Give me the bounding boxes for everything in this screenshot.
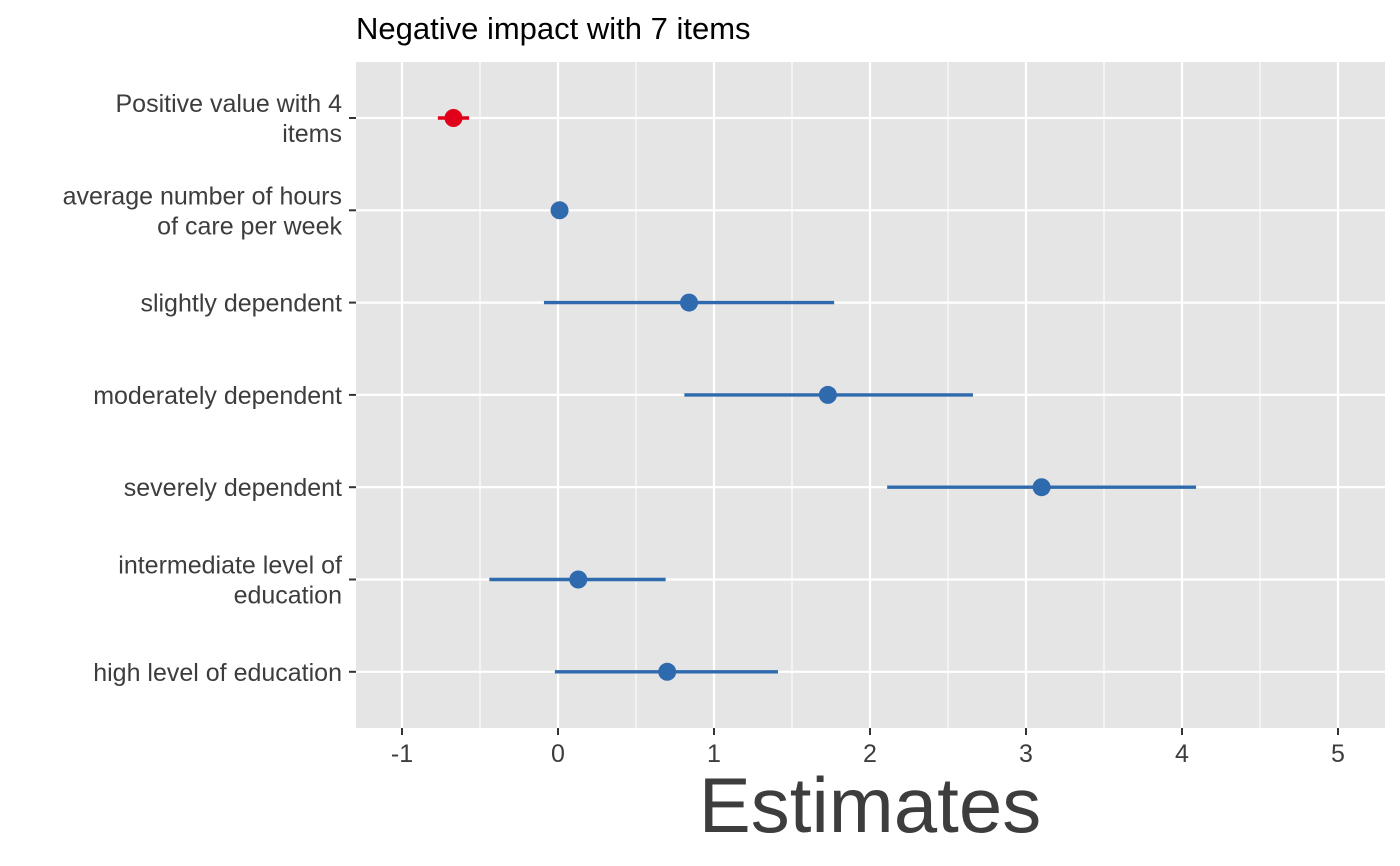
category-label: moderately dependent [93, 382, 342, 410]
estimate-point [680, 293, 699, 312]
estimate-point [550, 201, 569, 220]
x-tick-label: 0 [551, 740, 565, 768]
category-label: intermediate level of education [118, 552, 342, 610]
category-label: slightly dependent [140, 290, 342, 318]
category-label: average number of hours of care per week [63, 182, 343, 240]
category-label: high level of education [93, 659, 342, 687]
x-tick-label: 3 [1019, 740, 1033, 768]
y-axis: Positive value with 4 items average number… [63, 90, 356, 687]
x-tick-label: 5 [1331, 740, 1345, 768]
estimate-point [569, 570, 588, 589]
x-tick-label: -1 [391, 740, 413, 768]
estimate-point [658, 662, 677, 681]
estimate-marks [437, 109, 1197, 681]
category-label: Positive value with 4 items [115, 90, 342, 148]
estimate-point [444, 109, 463, 127]
x-axis: -1 0 1 2 3 4 5 [391, 728, 1345, 768]
estimate-point [818, 385, 837, 404]
chart-title: Negative impact with 7 items [356, 11, 751, 46]
x-tick-label: 4 [1175, 740, 1189, 768]
x-tick-label: 2 [863, 740, 877, 768]
x-axis-label: Estimates [699, 761, 1041, 849]
category-label: severely dependent [124, 474, 342, 502]
estimate-point [1032, 478, 1051, 497]
x-tick-label: 1 [707, 740, 721, 768]
